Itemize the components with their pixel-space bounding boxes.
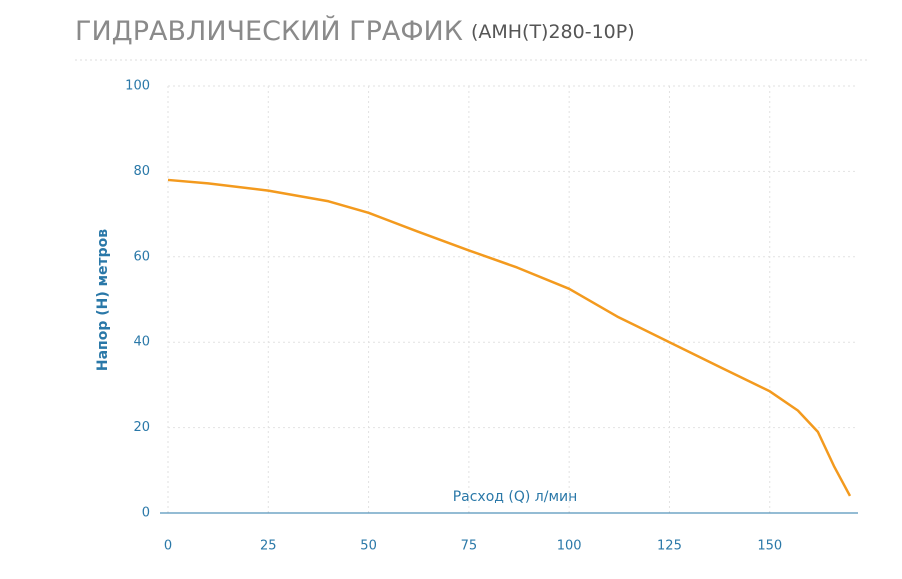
y-axis-label: Напор (H) метров xyxy=(95,229,111,371)
x-tick-label: 100 xyxy=(557,539,582,554)
chart-title: ГИДРАВЛИЧЕСКИЙ ГРАФИК (АМН(Т)280-10Р) xyxy=(75,15,635,47)
y-tick-label: 60 xyxy=(133,249,150,264)
line-series xyxy=(167,178,852,497)
x-tick-label: 125 xyxy=(657,539,682,554)
title: ГИДРАВЛИЧЕСКИЙ ГРАФИК xyxy=(75,15,463,47)
x-tick-label: 25 xyxy=(260,539,277,554)
y-tick-label: 80 xyxy=(133,164,150,179)
y-tick-label: 40 xyxy=(133,335,150,350)
subtitle: (АМН(Т)280-10Р) xyxy=(471,21,635,43)
x-tick-label: 75 xyxy=(461,539,478,554)
y-tick-label: 100 xyxy=(125,79,150,94)
x-axis-label: Расход (Q) л/мин xyxy=(453,489,578,505)
y-tick-label: 0 xyxy=(142,506,150,521)
x-tick-label: 50 xyxy=(360,539,377,554)
x-tick-label: 0 xyxy=(164,539,172,554)
x-tick-label: 150 xyxy=(757,539,782,554)
y-tick-label: 20 xyxy=(133,420,150,435)
